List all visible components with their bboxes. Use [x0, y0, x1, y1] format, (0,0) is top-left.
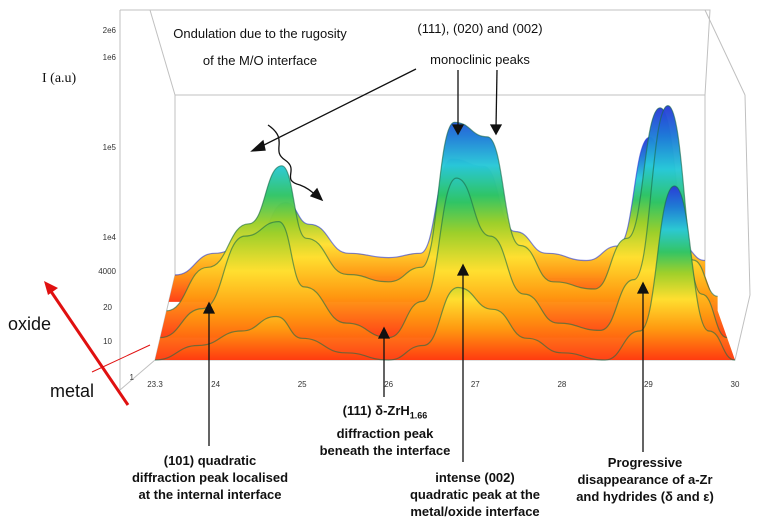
surface-profile-depth-6	[155, 105, 735, 360]
x-tick-label: 23.3	[147, 380, 163, 389]
y-tick-label: 1e6	[103, 53, 117, 62]
annotation-quadratic101-line3: at the internal interface	[138, 487, 282, 502]
oxide-label: oxide	[8, 314, 52, 334]
annotation-ondulation: Ondulation due to the rugosity of the M/…	[150, 25, 370, 69]
annotation-progressive-line3: and hydrides (δ and ε)	[576, 489, 714, 504]
annotation-progressive: Progressive disappearance of a-Zr and hy…	[570, 454, 720, 505]
annotation-ondulation-line1: Ondulation due to the rugosity	[173, 26, 347, 41]
arrow-ondulation	[257, 68, 417, 149]
arrowhead-monoclinic-2	[489, 124, 503, 136]
arrowhead-monoclinic-1	[451, 124, 465, 136]
x-tick-label: 27	[471, 380, 480, 389]
box-front-top	[120, 9, 746, 96]
x-tick-label: 26	[384, 380, 393, 389]
depth-arrow-thin	[91, 344, 151, 373]
surface-ridge-depth-6	[160, 104, 728, 339]
depth-axis-ticks: 20 10 1	[103, 303, 134, 382]
arrow-wavy	[267, 124, 319, 198]
y-tick-label: 1e4	[103, 233, 117, 242]
surface-layers	[154, 104, 736, 361]
arrow-monoclinic-2	[495, 69, 498, 129]
y-tick-label: 1e5	[103, 143, 117, 152]
annotation-intense-line2: quadratic peak at the	[409, 487, 541, 502]
y-axis-ticks: 2e6 1e6 1e5 1e4 4000	[98, 26, 116, 276]
x-tick-label: 29	[644, 380, 653, 389]
annotation-intense-line3: metal/oxide interface	[410, 504, 540, 519]
box-back-edges	[174, 95, 706, 280]
depth-tick-label: 20	[103, 303, 112, 312]
surface-ridge-depth-1	[154, 185, 736, 361]
depth-arrow-head	[44, 281, 58, 295]
metal-label: metal	[50, 381, 95, 401]
x-axis-ticks: 23.3 24 25 26 27 28 29 30	[147, 380, 740, 389]
x-tick-label: 25	[298, 380, 307, 389]
annotation-hydride-pre: (111) δ-ZrH	[342, 403, 410, 418]
annotation-quadratic101-line2: diffraction peak localised	[131, 470, 289, 485]
arrowhead-ondulation	[250, 139, 266, 152]
annotation-hydride-line3: beneath the interface	[319, 442, 451, 458]
annotation-arrows	[202, 68, 650, 462]
annotation-ondulation-line2: of the M/O interface	[202, 53, 318, 68]
annotation-monoclinic-line1: (111), (020) and (002)	[417, 21, 543, 36]
y-axis-label: I (a.u)	[42, 71, 77, 86]
depth-tick-label: 10	[103, 337, 112, 346]
depth-arrow	[44, 281, 151, 406]
arrowhead-hydride	[377, 326, 391, 339]
y-tick-label: 2e6	[103, 26, 117, 35]
arrowhead-progressive	[636, 281, 650, 294]
arrowhead-wavy	[309, 187, 324, 202]
x-tick-label: 24	[211, 380, 220, 389]
annotation-hydride: (111) δ-ZrH1.66 diffraction peak beneath…	[315, 402, 455, 459]
annotation-intense: intense (002) quadratic peak at the meta…	[390, 469, 560, 520]
depth-tick-label: 1	[130, 373, 135, 382]
depth-arrow-line	[46, 286, 130, 406]
annotation-monoclinic-line2: monoclinic peaks	[430, 52, 530, 67]
arrowhead-quadratic101	[202, 301, 216, 314]
annotation-monoclinic: (111), (020) and (002) monoclinic peaks	[390, 20, 570, 68]
annotation-quadratic101: (101) quadratic diffraction peak localis…	[120, 452, 300, 503]
x-tick-label: 30	[731, 380, 740, 389]
arrowhead-intense	[456, 263, 470, 276]
annotation-hydride-sub: 1.66	[409, 410, 428, 421]
annotation-progressive-line1: Progressive	[607, 455, 683, 470]
annotation-intense-line1: intense (002)	[435, 470, 515, 485]
surface-ridge-depth-12	[166, 107, 718, 312]
annotation-quadratic101-line1: (101) quadratic	[163, 453, 257, 468]
annotation-progressive-line2: disappearance of a-Zr	[577, 472, 713, 487]
x-tick-label: 28	[557, 380, 566, 389]
annotation-hydride-line2: diffraction peak	[336, 425, 434, 441]
annotation-hydride-line1: (111) δ-ZrH1.66	[315, 402, 455, 425]
y-tick-label: 4000	[98, 267, 116, 276]
